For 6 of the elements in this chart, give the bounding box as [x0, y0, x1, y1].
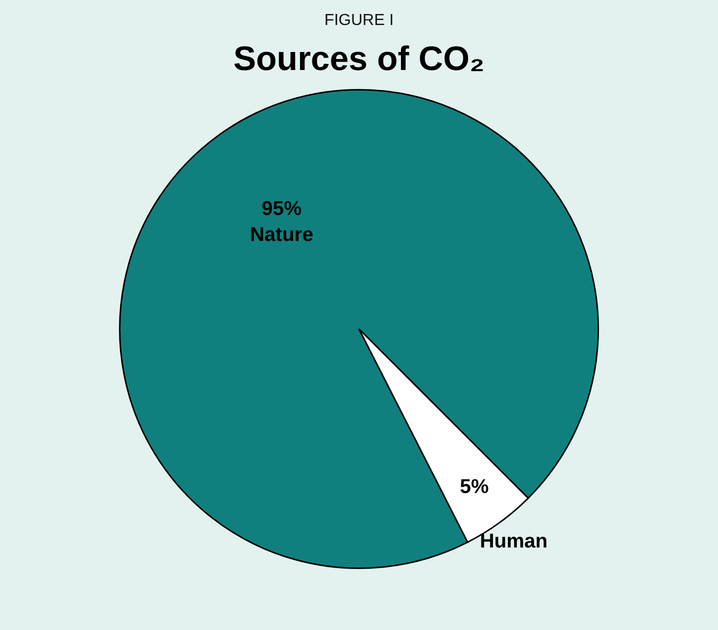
chart-title: Sources of CO₂ — [232, 40, 486, 79]
slice-label: Human — [480, 530, 548, 552]
slice-label: Nature — [250, 224, 314, 246]
data-label: 5% — [460, 476, 489, 498]
data-label: 95% — [262, 198, 302, 220]
chart-subtitle: FIGURE I — [323, 11, 395, 30]
